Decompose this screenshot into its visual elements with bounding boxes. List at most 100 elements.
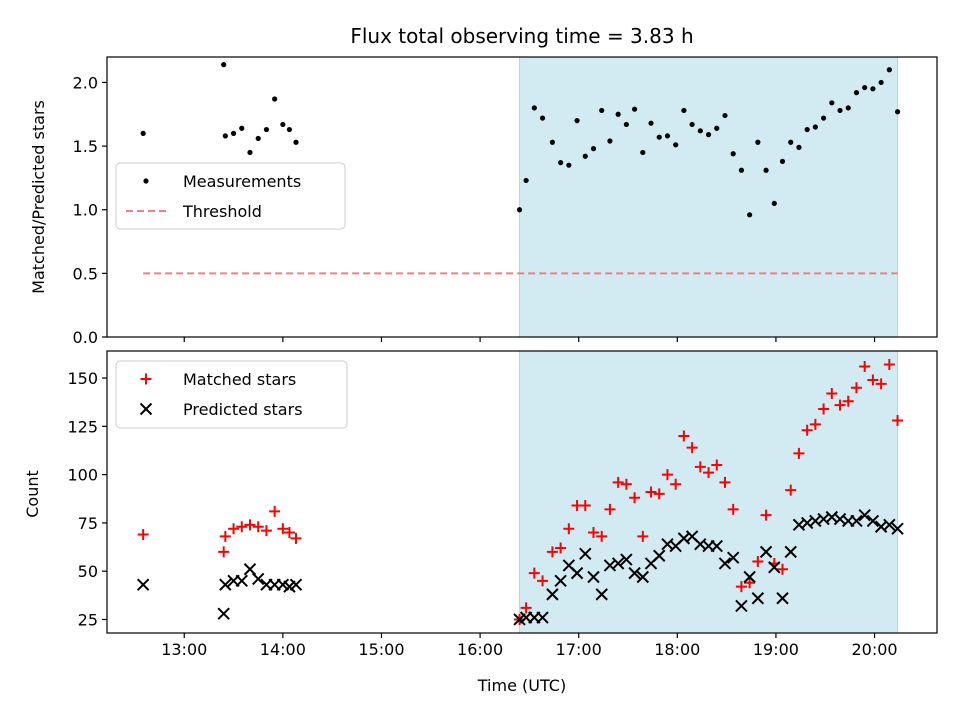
data-point (648, 120, 654, 126)
top-panel: 0.0 0.5 1.0 1.5 2.0 Measurements Threshold (73, 56, 938, 347)
data-point (137, 528, 149, 540)
data-point (217, 607, 230, 620)
data-point (894, 109, 901, 115)
data-point (252, 521, 264, 533)
data-point (136, 578, 150, 591)
data-point (711, 459, 723, 471)
data-point (883, 518, 896, 532)
data-point (837, 107, 843, 114)
data-point (694, 461, 706, 473)
data-point (599, 107, 605, 114)
legend-box (115, 360, 348, 429)
data-point (546, 588, 559, 601)
legend-label: Threshold (182, 202, 262, 221)
data-point (615, 111, 621, 117)
data-point (826, 387, 838, 399)
data-point (283, 527, 295, 539)
data-point (579, 547, 592, 561)
data-point (582, 153, 588, 159)
data-point (829, 100, 835, 106)
bottom-panel: 25 50 75 100 125 150 13:00 14:00 15:00 16:00 17:00… (67, 350, 938, 659)
legend-swatch (143, 178, 149, 184)
data-point (842, 395, 854, 407)
data-point (796, 144, 802, 150)
top-ylabel: Matched/Predicted stars (29, 100, 48, 294)
data-point (768, 561, 781, 574)
data-point (539, 115, 546, 121)
data-point (718, 557, 732, 570)
data-point (656, 134, 662, 140)
data-point (645, 486, 657, 498)
data-point (528, 567, 540, 579)
data-point (636, 570, 650, 584)
data-point (743, 570, 756, 584)
data-point (891, 522, 904, 535)
y-tick-label: 125 (67, 417, 98, 436)
data-point (537, 575, 549, 587)
data-point (235, 574, 248, 588)
data-point (788, 139, 794, 145)
data-point (239, 125, 245, 131)
x-tick-label: 18:00 (654, 640, 700, 659)
data-point (670, 478, 682, 490)
data-point (570, 566, 584, 580)
data-point (870, 86, 876, 92)
y-tick-label: 25 (78, 610, 98, 629)
data-point (759, 545, 773, 559)
data-point (252, 572, 265, 586)
data-point (516, 207, 523, 213)
data-point (612, 476, 624, 488)
data-point (236, 521, 248, 533)
data-point (866, 514, 880, 528)
data-point (620, 478, 632, 490)
data-point (579, 500, 591, 512)
data-point (738, 167, 745, 173)
y-tick-label: 2.0 (73, 73, 98, 92)
data-point (820, 115, 827, 121)
data-point (859, 360, 871, 372)
data-point (531, 105, 537, 111)
x-tick-label: 17:00 (556, 640, 602, 659)
data-point (735, 599, 748, 613)
data-point (809, 418, 821, 430)
data-point (277, 523, 289, 535)
data-point (804, 126, 810, 133)
data-point (536, 611, 549, 624)
data-point (730, 151, 736, 157)
legend-label: Matched stars (183, 370, 296, 389)
data-point (793, 447, 805, 459)
data-point (850, 514, 863, 528)
data-point (853, 90, 860, 96)
data-point (221, 62, 227, 68)
data-point (269, 505, 281, 517)
data-point (566, 162, 572, 168)
data-point (710, 539, 723, 553)
y-tick-label: 0.5 (73, 264, 98, 283)
axes-frame (106, 350, 938, 634)
data-point (875, 378, 887, 390)
data-point (862, 84, 868, 91)
data-point (784, 545, 797, 559)
data-point (886, 67, 892, 73)
data-point (681, 107, 687, 114)
data-point (554, 574, 567, 588)
data-point (260, 525, 272, 537)
data-point (574, 118, 580, 124)
data-point (697, 128, 703, 134)
data-point (845, 105, 851, 111)
legend-box (115, 162, 346, 230)
data-point (812, 124, 818, 130)
data-point (867, 374, 879, 386)
data-point (763, 167, 769, 173)
data-point (272, 96, 278, 102)
shaded-interval (519, 350, 899, 634)
data-point (228, 523, 240, 535)
data-point (719, 476, 731, 488)
data-point (779, 158, 786, 164)
y-tick-label: 150 (67, 369, 98, 388)
data-point (705, 132, 712, 138)
data-point (735, 581, 747, 593)
y-tick-label: 1.5 (73, 137, 98, 156)
data-point (219, 578, 232, 591)
